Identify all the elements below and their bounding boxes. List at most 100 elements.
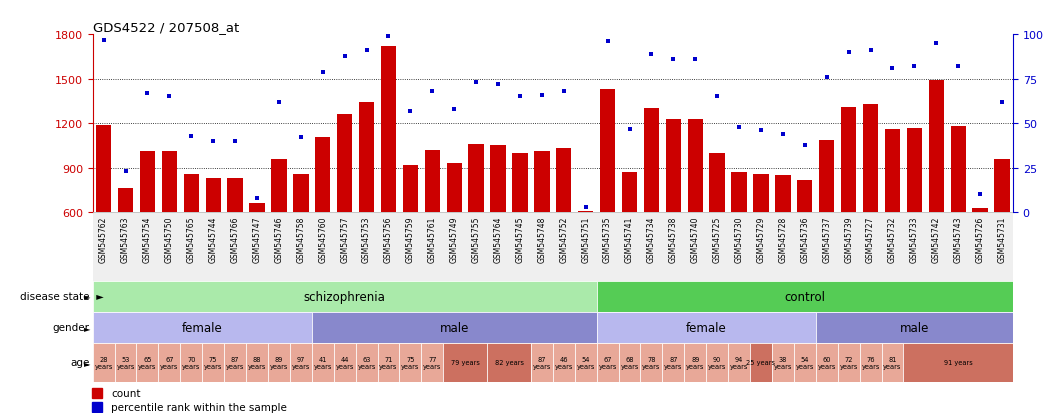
Bar — [534, 152, 550, 213]
Bar — [907, 128, 922, 213]
Text: 75
years: 75 years — [401, 356, 419, 369]
Text: GSM545734: GSM545734 — [647, 216, 656, 263]
Text: 76
years: 76 years — [861, 356, 879, 369]
Text: 53
years: 53 years — [116, 356, 135, 369]
Bar — [707, 343, 728, 382]
Bar — [205, 179, 221, 213]
Bar — [356, 213, 378, 281]
Bar — [421, 343, 443, 382]
Text: GSM545760: GSM545760 — [318, 216, 327, 263]
Text: GSM545728: GSM545728 — [778, 216, 788, 262]
Bar — [315, 137, 331, 213]
Bar — [994, 159, 1010, 213]
Bar — [750, 213, 772, 281]
Text: ►: ► — [84, 292, 91, 301]
Bar — [772, 213, 794, 281]
Bar — [424, 150, 440, 213]
Bar — [115, 213, 137, 281]
Bar — [597, 213, 618, 281]
Bar — [991, 213, 1013, 281]
Bar — [951, 127, 966, 213]
Bar — [597, 281, 1013, 312]
Text: 68
years: 68 years — [620, 356, 639, 369]
Bar — [509, 213, 531, 281]
Text: GSM545761: GSM545761 — [428, 216, 437, 262]
Text: GSM545752: GSM545752 — [559, 216, 569, 262]
Bar — [399, 343, 421, 382]
Bar — [969, 213, 991, 281]
Text: 87
years: 87 years — [533, 356, 551, 369]
Bar — [903, 213, 926, 281]
Text: GSM545736: GSM545736 — [800, 216, 810, 263]
Text: GSM545747: GSM545747 — [253, 216, 261, 263]
Bar — [597, 312, 816, 343]
Bar — [227, 179, 243, 213]
Bar — [421, 213, 443, 281]
Bar — [728, 343, 750, 382]
Bar — [772, 343, 794, 382]
Text: 67
years: 67 years — [160, 356, 179, 369]
Bar — [597, 343, 618, 382]
Bar — [684, 213, 707, 281]
Text: GSM545737: GSM545737 — [822, 216, 831, 263]
Bar — [753, 174, 769, 213]
Bar — [469, 145, 483, 213]
Bar — [881, 343, 903, 382]
Bar — [272, 159, 286, 213]
Bar — [224, 343, 246, 382]
Bar — [929, 81, 943, 213]
Bar — [775, 176, 791, 213]
Bar — [618, 213, 640, 281]
Bar — [118, 189, 133, 213]
Bar — [903, 343, 1013, 382]
Bar — [202, 343, 224, 382]
Text: GSM545751: GSM545751 — [581, 216, 590, 262]
Bar — [575, 213, 597, 281]
Bar — [684, 343, 707, 382]
Bar — [575, 343, 597, 382]
Text: 77
years: 77 years — [423, 356, 441, 369]
Text: GSM545762: GSM545762 — [99, 216, 108, 262]
Bar — [618, 343, 640, 382]
Bar — [180, 343, 202, 382]
Text: 87
years: 87 years — [664, 356, 682, 369]
Text: 89
years: 89 years — [270, 356, 289, 369]
Text: ►: ► — [90, 291, 103, 301]
Bar — [115, 343, 137, 382]
Bar — [662, 213, 684, 281]
Bar — [622, 173, 637, 213]
Bar — [859, 343, 881, 382]
Bar — [381, 47, 396, 213]
Bar — [728, 213, 750, 281]
Text: 87
years: 87 years — [226, 356, 244, 369]
Bar — [378, 213, 399, 281]
Bar — [881, 213, 903, 281]
Text: GSM545730: GSM545730 — [735, 216, 743, 263]
Bar — [137, 213, 158, 281]
Text: GSM545746: GSM545746 — [275, 216, 283, 263]
Text: count: count — [111, 388, 140, 398]
Text: schizophrenia: schizophrenia — [303, 290, 385, 303]
Text: GSM545731: GSM545731 — [997, 216, 1007, 262]
Bar — [359, 103, 374, 213]
Text: 94
years: 94 years — [730, 356, 749, 369]
Bar — [446, 164, 462, 213]
Bar — [819, 140, 834, 213]
Text: 78
years: 78 years — [642, 356, 660, 369]
Text: GSM545740: GSM545740 — [691, 216, 700, 263]
Text: 46
years: 46 years — [555, 356, 573, 369]
Bar — [290, 213, 312, 281]
Text: GSM545759: GSM545759 — [405, 216, 415, 263]
Text: GSM545749: GSM545749 — [450, 216, 459, 263]
Bar — [96, 126, 112, 213]
Bar — [378, 343, 399, 382]
Bar — [334, 343, 356, 382]
Text: 63
years: 63 years — [357, 356, 376, 369]
Text: GSM545739: GSM545739 — [845, 216, 853, 263]
Text: 90
years: 90 years — [708, 356, 727, 369]
Bar — [816, 213, 838, 281]
Bar — [162, 152, 177, 213]
Text: GSM545764: GSM545764 — [494, 216, 502, 263]
Text: GSM545757: GSM545757 — [340, 216, 350, 263]
Bar — [794, 213, 816, 281]
